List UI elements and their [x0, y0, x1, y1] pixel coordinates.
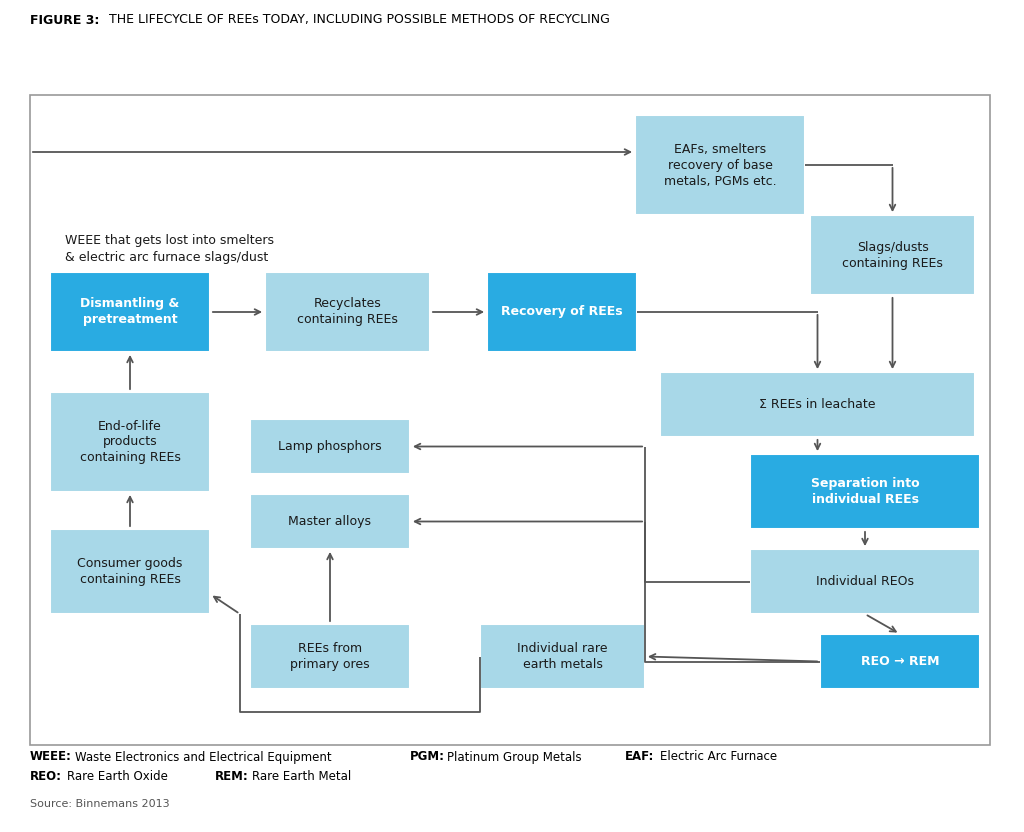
Text: REO → REM: REO → REM [861, 655, 939, 668]
Text: REM:: REM: [215, 770, 249, 784]
Text: Recovery of REEs: Recovery of REEs [501, 305, 623, 319]
FancyBboxPatch shape [487, 272, 637, 352]
Text: EAF:: EAF: [625, 750, 654, 764]
FancyBboxPatch shape [50, 392, 210, 492]
FancyBboxPatch shape [265, 272, 430, 352]
FancyBboxPatch shape [750, 549, 980, 614]
Bar [30, 95, 990, 745]
Text: Platinum Group Metals: Platinum Group Metals [447, 750, 582, 764]
FancyBboxPatch shape [250, 419, 410, 474]
FancyBboxPatch shape [635, 115, 805, 215]
Text: Dismantling &
pretreatment: Dismantling & pretreatment [80, 298, 179, 326]
Text: Individual rare
earth metals: Individual rare earth metals [517, 642, 608, 671]
Text: Lamp phosphors: Lamp phosphors [279, 440, 382, 453]
FancyBboxPatch shape [750, 454, 980, 529]
Text: Source: Binnemans 2013: Source: Binnemans 2013 [30, 799, 170, 809]
Text: Electric Arc Furnace: Electric Arc Furnace [660, 750, 777, 764]
Text: Σ REEs in leachate: Σ REEs in leachate [759, 398, 876, 411]
Text: Individual REOs: Individual REOs [816, 575, 914, 588]
Text: REO:: REO: [30, 770, 62, 784]
Text: Waste Electronics and Electrical Equipment: Waste Electronics and Electrical Equipme… [75, 750, 332, 764]
Text: Rare Earth Oxide: Rare Earth Oxide [67, 770, 168, 784]
FancyBboxPatch shape [250, 494, 410, 549]
Text: REEs from
primary ores: REEs from primary ores [290, 642, 370, 671]
Text: THE LIFECYCLE OF REEs TODAY, INCLUDING POSSIBLE METHODS OF RECYCLING: THE LIFECYCLE OF REEs TODAY, INCLUDING P… [105, 13, 610, 27]
FancyBboxPatch shape [50, 272, 210, 352]
Text: FIGURE 3:: FIGURE 3: [30, 13, 99, 27]
FancyBboxPatch shape [660, 372, 975, 437]
Text: WEEE that gets lost into smelters
& electric arc furnace slags/dust: WEEE that gets lost into smelters & elec… [65, 234, 274, 264]
Text: Rare Earth Metal: Rare Earth Metal [252, 770, 351, 784]
Text: Consumer goods
containing REEs: Consumer goods containing REEs [78, 557, 182, 586]
Text: WEEE:: WEEE: [30, 750, 72, 764]
Text: EAFs, smelters
recovery of base
metals, PGMs etc.: EAFs, smelters recovery of base metals, … [664, 142, 776, 187]
FancyBboxPatch shape [50, 529, 210, 614]
FancyBboxPatch shape [250, 624, 410, 689]
Text: Recyclates
containing REEs: Recyclates containing REEs [297, 298, 398, 326]
Text: End-of-life
products
containing REEs: End-of-life products containing REEs [80, 419, 180, 464]
FancyBboxPatch shape [480, 624, 645, 689]
FancyBboxPatch shape [810, 215, 975, 295]
Text: PGM:: PGM: [410, 750, 445, 764]
FancyBboxPatch shape [820, 634, 980, 689]
Text: Slags/dusts
containing REEs: Slags/dusts containing REEs [842, 240, 943, 270]
Text: Separation into
individual REEs: Separation into individual REEs [811, 477, 920, 506]
Text: Master alloys: Master alloys [289, 515, 372, 528]
